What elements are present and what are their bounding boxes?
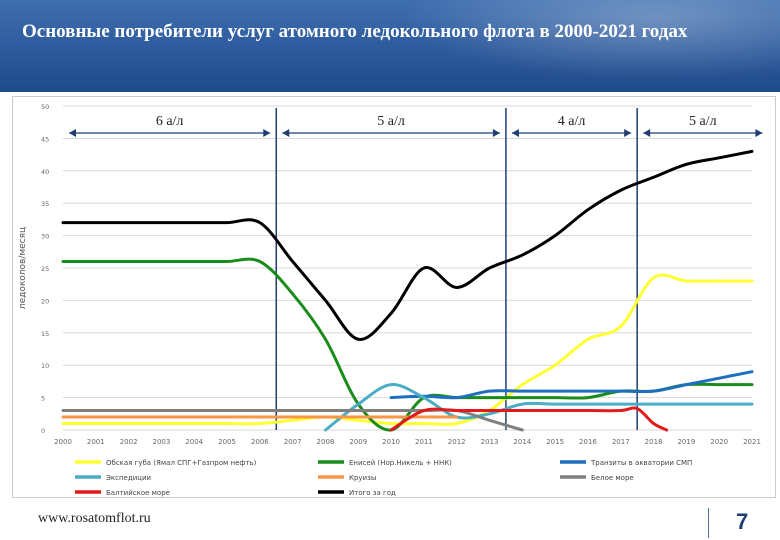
series-line <box>389 370 754 400</box>
period-label: 5 а/л <box>689 114 717 129</box>
series-line <box>61 273 754 426</box>
x-tick-label: 2006 <box>251 438 269 446</box>
x-tick-label: 2004 <box>185 438 203 446</box>
period-arrowhead-left <box>643 129 651 137</box>
header-shine <box>360 0 780 92</box>
legend-label: Белое море <box>591 474 634 482</box>
x-tick-label: 2009 <box>349 438 367 446</box>
legend-label: Круизы <box>349 474 376 482</box>
series-line <box>323 383 754 432</box>
page-number: 7 <box>736 509 749 534</box>
x-tick-label: 2003 <box>153 438 171 446</box>
x-tick-label: 2002 <box>120 438 138 446</box>
y-tick-label: 10 <box>41 362 49 370</box>
y-tick-label: 15 <box>41 330 49 338</box>
period-arrowhead-right <box>492 129 500 137</box>
y-axis-label: ледоколов/месяц <box>18 227 28 309</box>
x-tick-label: 2020 <box>710 438 728 446</box>
legend-label: Балтийское море <box>106 489 170 497</box>
y-tick-label: 20 <box>41 297 49 305</box>
line-chart: 0 5 10 15 20 25 30 35 40 45 50 2000 2001 2002 2003 2004… <box>18 103 763 497</box>
period-arrowhead-left <box>511 129 519 137</box>
y-tick-label: 0 <box>41 427 45 435</box>
legend-label: Экспедиции <box>106 474 151 482</box>
footer-url[interactable]: www.rosatomflot.ru <box>38 511 151 526</box>
x-tick-label: 2014 <box>513 438 531 446</box>
legend-label: Транзиты в акватории СМП <box>590 459 692 467</box>
y-tick-label: 45 <box>41 135 49 143</box>
x-tick-label: 2015 <box>546 438 564 446</box>
y-tick-label: 40 <box>41 168 49 176</box>
period-label: 6 а/л <box>156 114 184 129</box>
x-tick-label: 2012 <box>448 438 466 446</box>
y-tick-label: 30 <box>41 233 49 241</box>
period-label: 5 а/л <box>377 114 405 129</box>
title-bar: Основные потребители услуг атомного ледо… <box>0 0 780 92</box>
x-tick-label: 2001 <box>87 438 105 446</box>
period-arrowhead-left <box>282 129 290 137</box>
x-tick-label: 2018 <box>645 438 663 446</box>
x-tick-label: 2019 <box>677 438 695 446</box>
y-tick-label: 5 <box>41 395 45 403</box>
x-tick-label: 2008 <box>317 438 335 446</box>
x-tick-label: 2013 <box>481 438 499 446</box>
x-tick-label: 2017 <box>612 438 630 446</box>
y-tick-label: 25 <box>41 265 49 273</box>
chart-frame <box>12 96 776 498</box>
x-tick-label: 2016 <box>579 438 597 446</box>
x-tick-label: 2010 <box>382 438 400 446</box>
period-label: 4 а/л <box>558 114 586 129</box>
footer-divider <box>708 508 709 538</box>
period-arrowhead-right <box>755 129 763 137</box>
legend-label: Итого за год <box>349 489 396 497</box>
y-tick-label: 50 <box>41 103 49 111</box>
x-tick-label: 2007 <box>284 438 302 446</box>
legend-label: Обская губа (Ямал СПГ+Газпром нефть) <box>106 459 257 467</box>
series-line <box>61 149 754 341</box>
slide-title: Основные потребители услуг атомного ледо… <box>22 21 688 42</box>
x-tick-label: 2000 <box>54 438 72 446</box>
period-arrowhead-right <box>624 129 632 137</box>
period-arrowhead-left <box>69 129 76 137</box>
x-tick-label: 2005 <box>218 438 236 446</box>
x-tick-label: 2011 <box>415 438 433 446</box>
y-tick-label: 35 <box>41 200 49 208</box>
period-arrowhead-right <box>263 129 271 137</box>
legend-label: Енисей (Нор.Никель + ННК) <box>349 459 452 467</box>
series-line <box>389 406 669 432</box>
x-tick-label: 2021 <box>743 438 761 446</box>
